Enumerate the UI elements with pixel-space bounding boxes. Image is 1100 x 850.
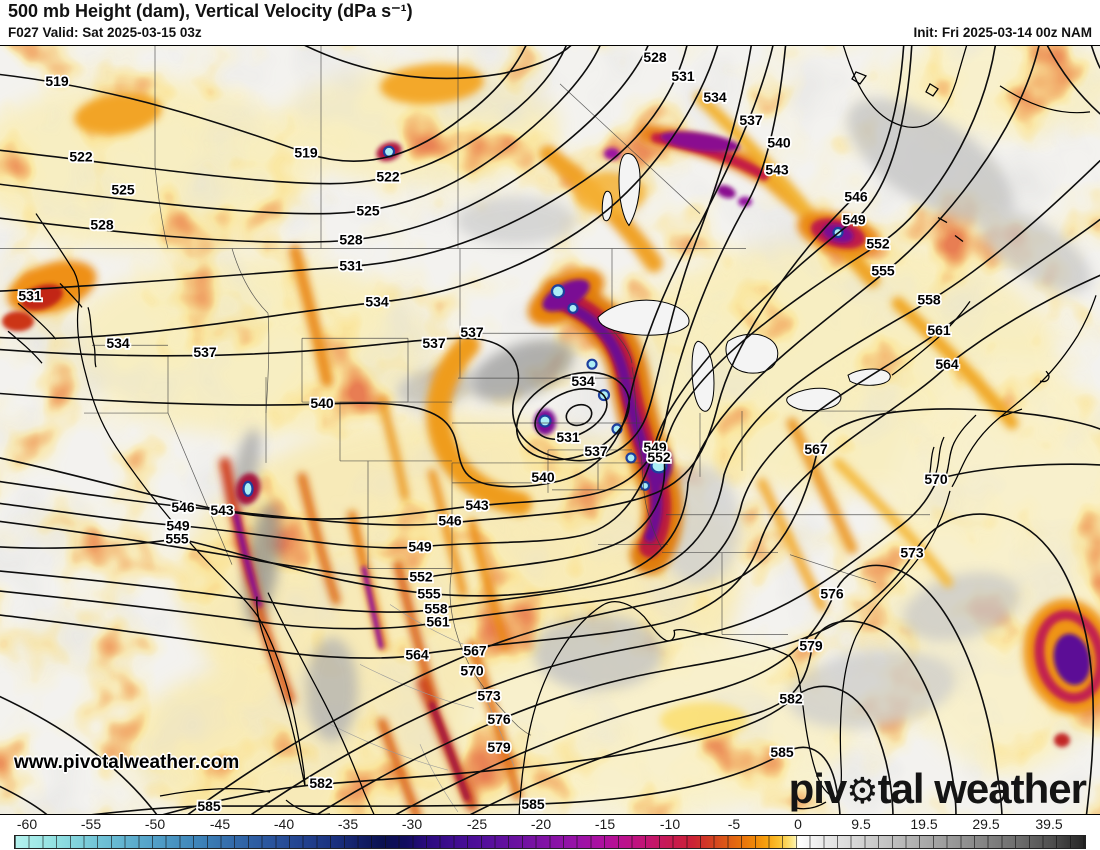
page-title: 500 mb Height (dam), Vertical Velocity (…: [8, 1, 413, 21]
colorbar-tick: -30: [401, 816, 423, 832]
contour-label: 576: [487, 711, 511, 727]
contour-label: 540: [767, 135, 791, 151]
contour-label: 561: [927, 322, 951, 338]
init-time-label: Init: Fri 2025-03-14 00z NAM: [913, 25, 1092, 40]
contour-label: 555: [165, 531, 189, 547]
gear-icon: ⚙: [846, 771, 878, 812]
colorbar-tick: -55: [80, 816, 102, 832]
contour-label: 585: [197, 798, 221, 814]
contour-label: 543: [765, 162, 789, 178]
colorbar-tick: -20: [530, 816, 552, 832]
watermark: piv⚙tal weather: [788, 765, 1087, 812]
contour-label: 573: [477, 687, 501, 703]
contour-label: 537: [584, 443, 608, 459]
purple-core-layer: [233, 131, 1091, 686]
contour-label: 582: [779, 690, 803, 706]
contour-label: 552: [647, 449, 671, 465]
colorbar-tick: -5: [727, 816, 741, 832]
contour-label: 549: [166, 518, 190, 534]
coastline-layer: [7, 46, 1097, 814]
contour-label: 525: [111, 182, 135, 198]
contour-label: 573: [900, 545, 924, 561]
contour-label: 549: [842, 212, 866, 228]
header: 500 mb Height (dam), Vertical Velocity (…: [0, 0, 1100, 45]
contour-label: 531: [339, 257, 363, 273]
colorbar-tick: -50: [144, 816, 166, 832]
contour-label: 528: [339, 232, 363, 248]
contour-label: 564: [935, 356, 959, 372]
contour-label: 534: [703, 89, 727, 105]
contour-label: 543: [210, 502, 234, 518]
contour-label: 567: [463, 642, 487, 658]
contour-labels-layer: 5195195225225255255285285285315315315315…: [17, 47, 961, 814]
contour-label: 546: [171, 499, 195, 515]
contour-label: 522: [69, 149, 93, 165]
contour-label: 528: [90, 217, 114, 233]
contour-label: 537: [739, 112, 763, 128]
watermark-part1: piv: [788, 765, 848, 812]
website-url: www.pivotalweather.com: [14, 752, 240, 773]
contour-label: 534: [106, 335, 130, 351]
contour-label: 534: [571, 373, 595, 389]
contour-label: 531: [18, 287, 42, 303]
colorbar-tick: -40: [273, 816, 295, 832]
contour-label: 543: [465, 497, 489, 513]
contour-label: 546: [438, 513, 462, 529]
colorbar-tick: -60: [16, 816, 38, 832]
colorbar-tick: 9.5: [851, 816, 871, 832]
contour-label: 546: [844, 189, 868, 205]
contour-label: 558: [917, 291, 941, 307]
contour-label: 525: [356, 203, 380, 219]
contour-label: 579: [487, 739, 511, 755]
contour-label: 537: [460, 324, 484, 340]
contour-label: 555: [871, 262, 895, 278]
state-borders-layer: [0, 46, 930, 736]
colorbar: -60 -55 -50 -45 -40 -35 -30 -25 -20 -15 -10 -5 0 9.5 1…: [0, 815, 1100, 850]
colorbar-tick: -45: [209, 816, 231, 832]
contour-label: 519: [45, 73, 69, 89]
contour-label: 564: [405, 646, 429, 662]
colorbar-tick: -10: [659, 816, 681, 832]
colorbar-cell-borders: [15, 836, 1085, 848]
contour-label: 540: [531, 469, 555, 485]
contour-label: 570: [460, 662, 484, 678]
contour-label: 570: [924, 471, 948, 487]
colorbar-tick: 29.5: [972, 816, 1000, 832]
colorbar-tick: 39.5: [1035, 816, 1063, 832]
contour-label: 576: [820, 586, 844, 602]
contour-label: 582: [309, 775, 333, 791]
contour-label: 528: [643, 49, 667, 65]
contour-label: 522: [376, 169, 400, 185]
map-area: 519 519 522 522 525 525 528 528 528 531 531 531 531 5…: [0, 45, 1100, 815]
contour-label: 567: [804, 441, 828, 457]
colorbar-tick: -15: [594, 816, 616, 832]
colorbar-tick: -25: [466, 816, 488, 832]
valid-time-label: F027 Valid: Sat 2025-03-15 03z: [8, 25, 202, 40]
height-contours-layer: [0, 46, 1100, 814]
lakes-layer: [597, 153, 891, 412]
watermark-part2: tal weather: [877, 765, 1087, 812]
contour-label: 585: [770, 744, 794, 760]
contour-label: 540: [310, 395, 334, 411]
contour-label: 585: [521, 796, 545, 812]
contour-label: 531: [556, 429, 580, 445]
contour-label: 552: [409, 569, 433, 585]
contour-label: 555: [417, 586, 441, 602]
contour-label: 531: [671, 68, 695, 84]
contour-label: 537: [193, 344, 217, 360]
contour-label: 537: [422, 335, 446, 351]
contour-label: 579: [799, 637, 823, 653]
contour-label: 549: [408, 539, 432, 555]
colorbar-tick: 19.5: [910, 816, 938, 832]
contour-label: 549: [643, 439, 667, 455]
weather-map: 5195195225225255255285285285315315315315…: [0, 46, 1100, 814]
colorbar-tick: -35: [337, 816, 359, 832]
contour-label: 534: [365, 293, 389, 309]
colorbar-tick: 0: [794, 816, 802, 832]
contour-label: 552: [866, 235, 890, 251]
contour-label: 519: [294, 145, 318, 161]
contour-label: 558: [424, 601, 448, 617]
contour-label: 561: [426, 614, 450, 630]
